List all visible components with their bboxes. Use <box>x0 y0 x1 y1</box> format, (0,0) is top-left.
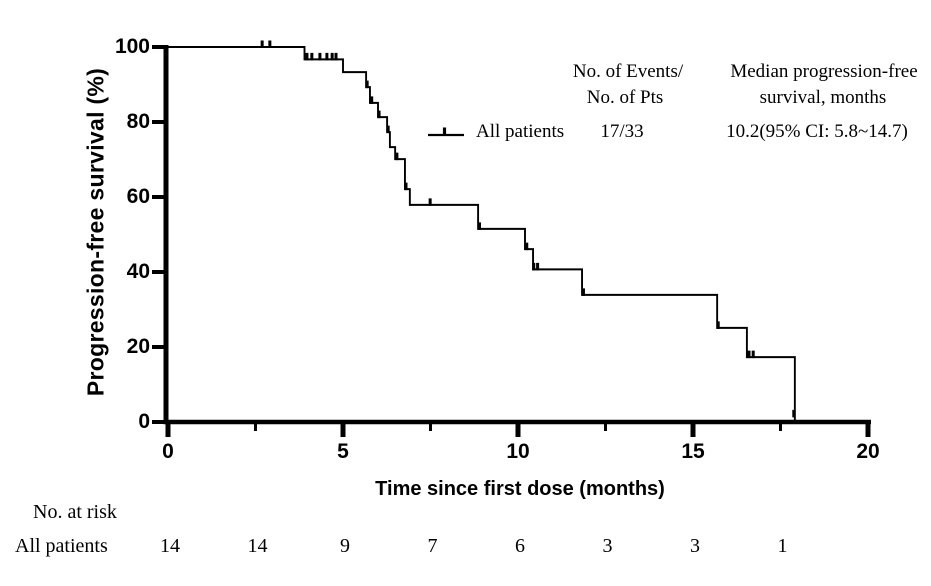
y-tick-label-0: 0 <box>138 410 150 433</box>
risk-count: 9 <box>340 535 350 557</box>
risk-count: 14 <box>160 535 180 557</box>
x-tick-label-0: 0 <box>162 440 174 463</box>
x-tick-label-20: 20 <box>856 440 880 463</box>
y-tick-label-100: 100 <box>114 35 150 58</box>
risk-table-row-label: All patients <box>15 535 108 557</box>
risk-count: 3 <box>690 535 700 557</box>
x-axis-title: Time since first dose (months) <box>375 478 665 500</box>
y-tick-label-40: 40 <box>126 260 150 283</box>
events-column-header-line1: No. of Events/ <box>572 61 684 82</box>
risk-count: 14 <box>247 535 268 557</box>
km-censor-marker-icon <box>428 127 464 137</box>
y-tick-label-20: 20 <box>126 335 150 358</box>
median-column-header-line2: survival, months <box>759 87 887 108</box>
events-column-header-line2: No. of Pts <box>586 87 664 108</box>
risk-table-title: No. at risk <box>33 501 117 523</box>
risk-count: 7 <box>427 535 438 557</box>
y-tick-label-60: 60 <box>126 185 150 208</box>
risk-count: 6 <box>515 535 525 557</box>
x-tick-label-10: 10 <box>506 440 530 463</box>
x-tick-label-5: 5 <box>337 440 349 463</box>
risk-count: 1 <box>777 535 788 557</box>
y-tick-label-80: 80 <box>126 110 150 133</box>
legend-median-value: 10.2(95% CI: 5.8~14.7) <box>726 121 908 142</box>
x-tick-label-15: 15 <box>681 440 705 463</box>
risk-count: 3 <box>602 535 613 557</box>
median-column-header-line1: Median progression-free <box>730 61 918 82</box>
legend-series-label: All patients <box>476 121 565 142</box>
legend-events-value: 17/33 <box>600 121 644 142</box>
